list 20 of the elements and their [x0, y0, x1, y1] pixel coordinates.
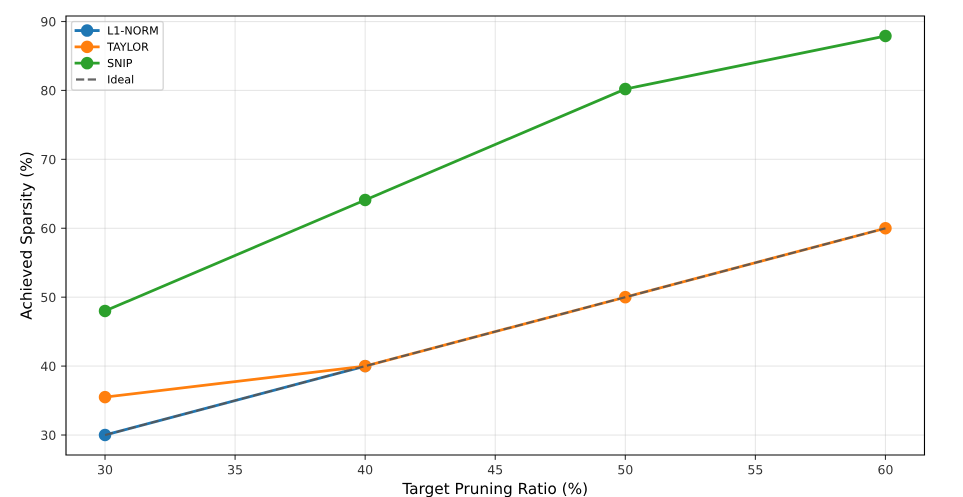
x-tick-label: 60	[878, 464, 893, 474]
x-tick-label: 30	[98, 464, 112, 474]
x-tick-label: 45	[488, 465, 502, 474]
y-tick-label: 90	[41, 16, 56, 26]
x-tick-label: 40	[358, 464, 372, 474]
x-axis-title: Target Pruning Ratio (%)	[402, 482, 587, 497]
y-tick-label: 70	[41, 154, 56, 164]
x-tick-label: 55	[748, 465, 762, 474]
legend-label: SNIP	[108, 58, 132, 68]
y-tick-label: 80	[41, 86, 56, 96]
legend-label: TAYLOR	[107, 42, 148, 51]
y-tick-label: 50	[41, 292, 56, 302]
y-axis-title: Achieved Sparsity (%)	[20, 152, 35, 320]
x-tick-label: 50	[618, 464, 632, 474]
x-tick-label: 35	[228, 464, 242, 474]
y-tick-label: 30	[41, 430, 56, 440]
legend-label: L1-NORM	[108, 26, 158, 35]
legend-label: Ideal	[108, 74, 134, 84]
y-tick-label: 60	[41, 224, 56, 234]
y-tick-label: 40	[40, 362, 56, 372]
